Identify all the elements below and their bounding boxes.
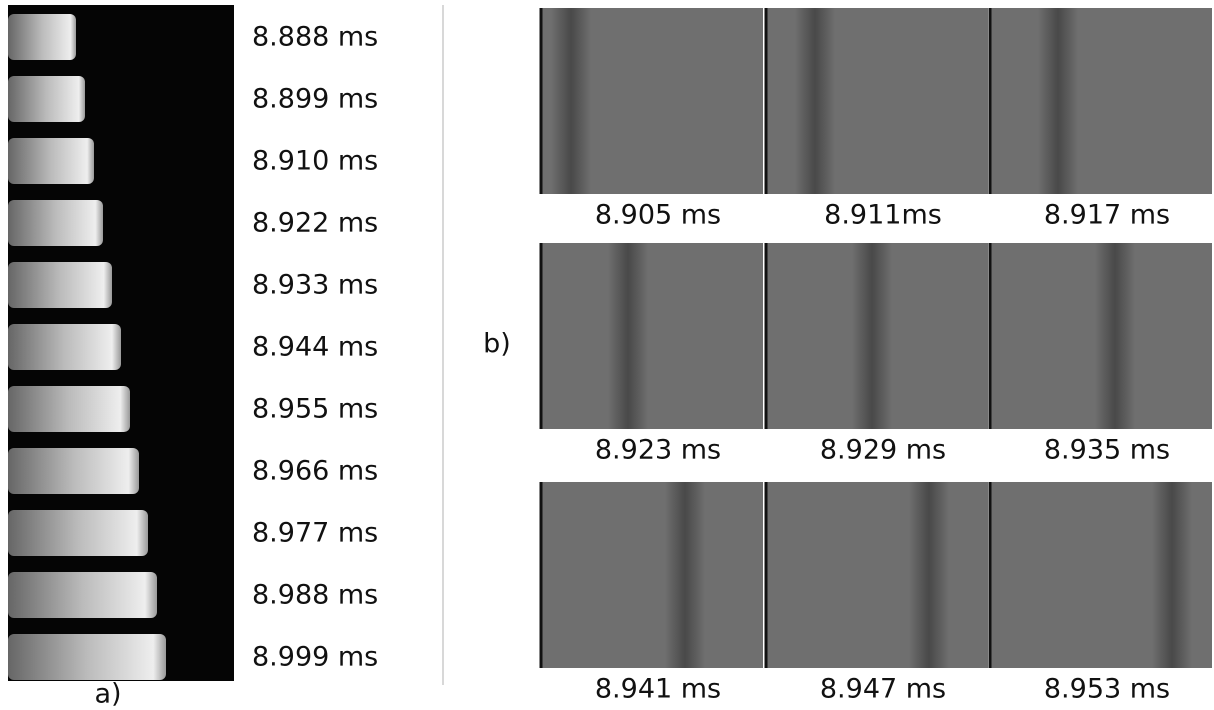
flame-front	[852, 243, 892, 429]
jet-frame	[8, 138, 94, 184]
frame-time: 8.941 ms	[595, 674, 721, 705]
jet-frame	[8, 510, 148, 556]
panel-a	[8, 5, 234, 681]
jet-frame	[8, 262, 112, 308]
frame-time: 8.911ms	[824, 200, 942, 231]
flame-front	[608, 243, 648, 429]
frame-time: 8.944 ms	[252, 332, 378, 363]
flame-front	[795, 8, 835, 194]
frame-time: 8.953 ms	[1044, 674, 1170, 705]
jet-frame	[8, 76, 85, 122]
frame-time: 8.933 ms	[252, 270, 378, 301]
frame-time: 8.905 ms	[595, 200, 721, 231]
frame-image	[541, 243, 763, 429]
frame-time: 8.935 ms	[1044, 435, 1170, 466]
panel-a-label: a)	[94, 679, 121, 710]
jet-frame	[8, 324, 121, 370]
frame-time: 8.988 ms	[252, 580, 378, 611]
flame-front	[909, 482, 949, 668]
jet-frame	[8, 572, 157, 618]
panel-b	[541, 8, 1212, 668]
frame-image	[541, 482, 763, 668]
frame-time: 8.910 ms	[252, 146, 378, 177]
jet-frame	[8, 448, 139, 494]
flame-front	[1038, 8, 1078, 194]
frame-time: 8.966 ms	[252, 456, 378, 487]
frame-time: 8.977 ms	[252, 518, 378, 549]
jet-frame	[8, 386, 130, 432]
frame-time: 8.929 ms	[820, 435, 946, 466]
frame-time: 8.955 ms	[252, 394, 378, 425]
flame-front	[1095, 243, 1135, 429]
frame-time: 8.888 ms	[252, 22, 378, 53]
flame-front	[665, 482, 705, 668]
figure: a) b) 8.888 ms 8.899 ms 8.910 ms 8.922 ms 8.…	[0, 0, 1214, 710]
frame-time: 8.947 ms	[820, 674, 946, 705]
jet-frame	[8, 14, 76, 60]
jet-frame	[8, 634, 166, 680]
panel-b-label: b)	[483, 329, 511, 360]
flame-front	[551, 8, 591, 194]
frame-time: 8.917 ms	[1044, 200, 1170, 231]
frame-time: 8.923 ms	[595, 435, 721, 466]
frame-time: 8.899 ms	[252, 84, 378, 115]
frame-image	[990, 8, 1212, 194]
frame-image	[766, 482, 988, 668]
jet-frame	[8, 200, 103, 246]
frame-time: 8.999 ms	[252, 642, 378, 673]
frame-time: 8.922 ms	[252, 208, 378, 239]
flame-front	[1152, 482, 1192, 668]
